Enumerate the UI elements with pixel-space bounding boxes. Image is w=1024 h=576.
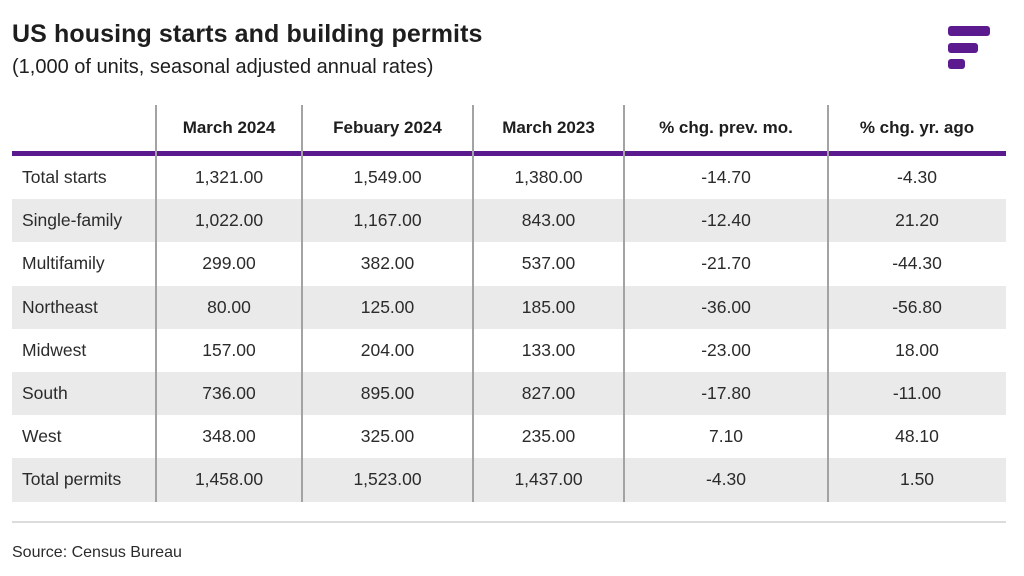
table-cell: 348.00	[202, 426, 256, 447]
table-row: Northeast 80.00 125.00 185.00 -36.00 -56.80	[12, 285, 1006, 329]
table-cell: 537.00	[521, 253, 576, 274]
row-label: Midwest	[22, 339, 87, 360]
table-cell: 48.10	[895, 426, 939, 447]
table-cell: 204.00	[360, 339, 415, 360]
table-cell: -4.30	[897, 167, 937, 188]
table-cell: -36.00	[701, 296, 751, 317]
brand-bars-icon	[948, 26, 990, 69]
row-label: West	[22, 426, 62, 447]
footer-divider	[12, 521, 1006, 523]
table-cell: -21.70	[701, 253, 751, 274]
column-divider	[301, 105, 303, 502]
column-header: % chg. prev. mo.	[659, 118, 793, 137]
table-cell: 133.00	[521, 339, 576, 360]
table-cell: 736.00	[202, 383, 256, 404]
table-cell: 843.00	[521, 210, 576, 231]
row-label: Multifamily	[22, 253, 105, 274]
table-body: Total starts 1,321.00 1,549.00 1,380.00 -14.…	[12, 156, 1006, 502]
column-divider	[623, 105, 625, 502]
table-cell: 299.00	[202, 253, 256, 274]
table-cell: -4.30	[706, 469, 746, 490]
column-header: March 2024	[182, 118, 276, 137]
table-cell: -23.00	[701, 339, 751, 360]
column-header: Febuary 2024	[333, 118, 442, 137]
table-row: West 348.00 325.00 235.00 7.10 48.10	[12, 415, 1006, 458]
chart-title: US housing starts and building permits	[12, 20, 483, 48]
table-cell: -44.30	[892, 253, 942, 274]
row-label: Northeast	[22, 296, 98, 317]
column-divider	[472, 105, 474, 502]
table-cell: 185.00	[521, 296, 576, 317]
column-header: March 2023	[502, 118, 595, 137]
table-cell: 325.00	[360, 426, 415, 447]
table-row: South 736.00 895.00 827.00 -17.80 -11.00	[12, 371, 1006, 416]
table-cell: -14.70	[701, 167, 751, 188]
table-cell: 895.00	[360, 383, 415, 404]
chart-subtitle: (1,000 of units, seasonal adjusted annua…	[12, 56, 434, 78]
table-cell: 21.20	[895, 210, 939, 231]
table-cell: 1.50	[899, 469, 935, 490]
table-cell: 1,523.00	[353, 469, 422, 490]
table-row: Total permits 1,458.00 1,523.00 1,437.00 -4.…	[12, 458, 1006, 502]
table-cell: 1,022.00	[194, 210, 264, 231]
table-cell: 235.00	[521, 426, 576, 447]
table-cell: -11.00	[892, 383, 942, 404]
table-cell: -12.40	[701, 210, 751, 231]
header-divider	[12, 151, 1006, 156]
row-label: Total starts	[22, 167, 107, 188]
table-cell: 1,321.00	[194, 167, 264, 188]
row-label: South	[22, 383, 68, 404]
table-cell: 80.00	[207, 296, 251, 317]
table-row: Total starts 1,321.00 1,549.00 1,380.00 -14.…	[12, 156, 1006, 199]
table-cell: 827.00	[521, 383, 576, 404]
row-label: Single-family	[22, 210, 123, 231]
table-row: Midwest 157.00 204.00 133.00 -23.00 18.00	[12, 329, 1006, 372]
table-cell: 1,549.00	[353, 167, 422, 188]
table-cell: 18.00	[895, 339, 939, 360]
table-row: Single-family 1,022.00 1,167.00 843.00 -12.4…	[12, 199, 1006, 243]
table-cell: -17.80	[701, 383, 751, 404]
table-row: Multifamily 299.00 382.00 537.00 -21.70 -44.3…	[12, 242, 1006, 285]
column-header: % chg. yr. ago	[859, 118, 975, 137]
column-divider	[827, 105, 829, 502]
housing-table: March 2024 Febuary 2024 March 2023 % chg. p…	[12, 105, 1006, 502]
table-cell: 1,167.00	[353, 210, 422, 231]
table-header: March 2024 Febuary 2024 March 2023 % chg. p…	[12, 105, 1006, 151]
table-cell: 125.00	[360, 296, 415, 317]
table-cell: 1,380.00	[514, 167, 583, 188]
source-note: Source: Census Bureau	[12, 544, 182, 561]
table-cell: 157.00	[202, 339, 256, 360]
table-cell: 1,437.00	[514, 469, 583, 490]
table-cell: 382.00	[360, 253, 415, 274]
column-header	[12, 105, 156, 151]
table-cell: -56.80	[892, 296, 942, 317]
column-divider	[155, 105, 157, 502]
table-cell: 7.10	[708, 426, 744, 447]
row-label: Total permits	[22, 469, 122, 490]
table-cell: 1,458.00	[194, 469, 264, 490]
